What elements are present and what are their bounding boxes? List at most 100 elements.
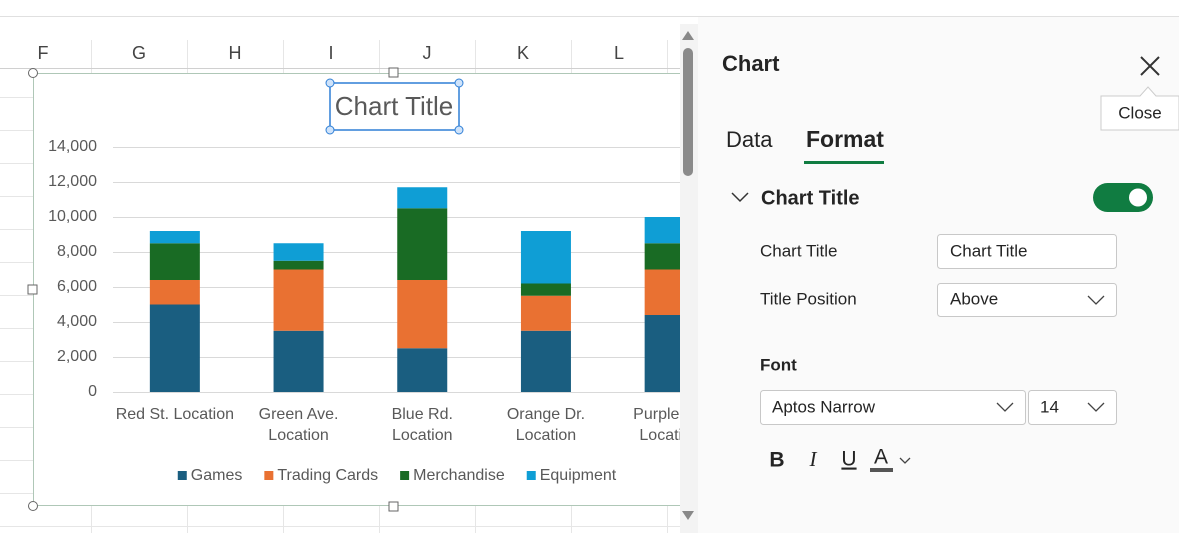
legend-swatch — [526, 471, 536, 480]
handle[interactable] — [28, 501, 38, 511]
v-scrollbar[interactable] — [680, 24, 698, 533]
x-tick-label: Blue Rd. Location — [392, 406, 453, 444]
column-header: J — [423, 43, 432, 63]
column-header: H — [229, 43, 242, 63]
x-tick-label: Red St. Location — [116, 406, 234, 423]
bar-segment — [273, 269, 324, 331]
legend-label: Merchandise — [413, 467, 505, 484]
input-value[interactable]: Chart Title — [950, 241, 1027, 260]
bar-segment — [397, 208, 448, 280]
tooltip-text: Close — [1118, 103, 1161, 122]
legend-label: Equipment — [540, 467, 617, 484]
bar-segment — [397, 187, 448, 209]
color-swatch — [870, 468, 893, 472]
legend-swatch — [400, 471, 410, 480]
handle[interactable] — [388, 67, 399, 78]
bar-segment — [149, 304, 200, 392]
column-header: F — [38, 43, 49, 63]
y-tick-label: 2,000 — [57, 348, 97, 365]
collapse-chevron[interactable] — [731, 192, 749, 203]
font-name[interactable]: Aptos Narrow — [772, 397, 876, 416]
handle[interactable] — [325, 78, 335, 88]
size-dropdown[interactable] — [1028, 390, 1117, 425]
handle[interactable] — [27, 284, 38, 295]
toggle-knob — [1129, 188, 1147, 207]
side-panel: Chart Close Data Format Chart Title Char… — [698, 17, 1179, 533]
chart-handles — [27, 67, 399, 512]
color-button[interactable]: A — [874, 446, 888, 469]
legend-swatch — [264, 471, 274, 480]
dropdown-value[interactable]: Above — [950, 289, 998, 308]
section-title[interactable]: Chart Title — [761, 187, 860, 209]
column-header: G — [132, 43, 146, 63]
handle[interactable] — [388, 501, 399, 512]
legend-label: Games — [191, 467, 243, 484]
y-tick-label: 4,000 — [57, 313, 97, 330]
tab-active[interactable]: Format — [806, 126, 884, 152]
bar-segment — [273, 243, 324, 261]
dropdown[interactable] — [937, 283, 1117, 317]
x-tick-label: Orange Dr. Location — [507, 406, 585, 444]
legend-swatch — [177, 471, 187, 480]
legend-label: Trading Cards — [277, 467, 378, 484]
handle[interactable] — [454, 78, 464, 88]
bar-segment — [397, 348, 448, 392]
font-size[interactable]: 14 — [1040, 397, 1059, 416]
bold-button[interactable]: B — [769, 449, 784, 472]
scroll-down[interactable] — [682, 511, 694, 520]
chart: 0 2,000 4,000 6,000 8,000 10,000 12,000 14,000 R… — [33, 73, 706, 506]
chart-title-box[interactable]: Chart Title — [325, 78, 464, 135]
font-heading: Font — [760, 355, 797, 374]
x-tick-label: Green Ave. Location — [259, 406, 339, 444]
close-button[interactable] — [1140, 56, 1160, 76]
bar-segment — [149, 280, 200, 305]
tab-underline — [804, 161, 884, 164]
bar-segment — [149, 243, 200, 280]
x-tick-label: Purple Ln. Location — [633, 406, 706, 444]
tooltip — [1100, 86, 1179, 131]
scroll-thumb[interactable] — [683, 48, 693, 176]
chevron — [996, 402, 1014, 412]
bar-segment — [520, 231, 571, 284]
text-input[interactable] — [937, 234, 1117, 269]
y-tick-label: 10,000 — [48, 208, 97, 225]
bar-segment — [644, 217, 680, 244]
bar-segment — [644, 243, 680, 270]
bar-segment — [273, 330, 324, 392]
bar-segment — [520, 295, 571, 331]
y-tick-label: 12,000 — [48, 173, 97, 190]
bar-segment — [397, 280, 448, 349]
y-tick-label: 8,000 — [57, 243, 97, 260]
chart-frame — [33, 73, 680, 506]
bar-segment — [149, 231, 200, 244]
column-header: I — [328, 43, 333, 63]
panel-title: Chart — [722, 51, 780, 76]
y-tick-label: 14,000 — [48, 138, 97, 155]
chevron — [1087, 295, 1105, 305]
font-dropdown[interactable] — [760, 390, 1026, 425]
field-label: Chart Title — [760, 241, 837, 260]
bar-segment — [520, 330, 571, 392]
column-header: L — [614, 43, 624, 63]
italic-button[interactable]: I — [809, 447, 818, 471]
y-tick-label: 6,000 — [57, 278, 97, 295]
bar-segment — [273, 260, 324, 270]
chart-title[interactable]: Chart Title — [335, 91, 454, 121]
y-tick-label: 0 — [88, 383, 97, 400]
column-header-row — [0, 40, 680, 68]
bar-segment — [520, 283, 571, 296]
scroll-up[interactable] — [682, 31, 694, 40]
title-selection — [329, 82, 460, 131]
field-label: Title Position — [760, 289, 857, 308]
column-header: K — [517, 43, 529, 63]
chevron[interactable] — [899, 457, 911, 464]
top-bar — [0, 0, 1179, 16]
handle[interactable] — [28, 68, 38, 78]
chevron — [1087, 402, 1105, 412]
underline-button[interactable]: U — [841, 448, 856, 471]
panel-bg — [698, 17, 1179, 533]
handle[interactable] — [454, 125, 464, 135]
handle[interactable] — [325, 125, 335, 135]
tab[interactable]: Data — [726, 127, 773, 152]
